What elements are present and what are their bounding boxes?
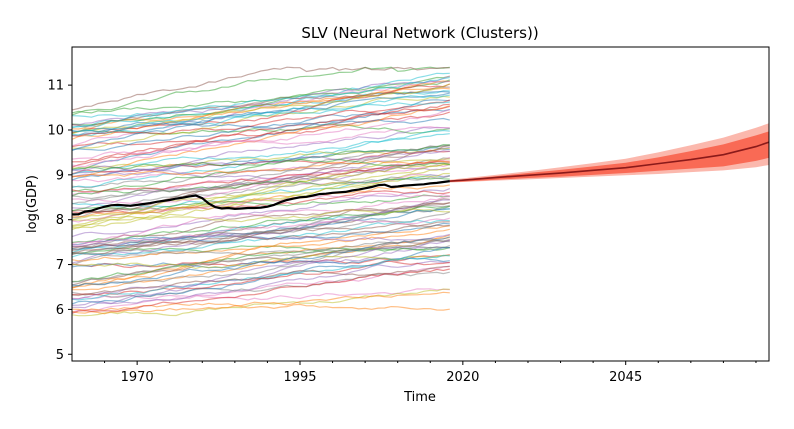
background-series-line: [71, 126, 450, 178]
background-series-line: [71, 196, 450, 245]
focus-series-group: [72, 180, 450, 216]
background-series-line: [71, 101, 450, 137]
background-series-line: [71, 208, 450, 227]
background-series-line: [71, 254, 450, 301]
y-tick-label: 7: [56, 258, 64, 273]
background-series-line: [71, 163, 450, 221]
chart-title: SLV (Neural Network (Clusters)): [301, 24, 538, 42]
background-series-line: [71, 219, 450, 258]
y-tick-label: 6: [56, 303, 64, 318]
background-series-line: [71, 105, 450, 178]
background-series-line: [71, 288, 450, 317]
background-series-line: [71, 143, 450, 197]
background-series-line: [71, 156, 451, 196]
y-tick-label: 11: [47, 79, 64, 94]
background-series-line: [71, 126, 450, 160]
background-series-line: [71, 239, 450, 286]
x-tick-label: 2020: [446, 370, 479, 385]
y-tick-label: 5: [56, 348, 64, 363]
background-series-line: [71, 76, 450, 128]
background-series-line: [71, 246, 450, 283]
background-series-line: [71, 158, 450, 171]
y-tick-label: 8: [56, 213, 64, 228]
x-tick-label: 2045: [609, 370, 642, 385]
background-series-line: [71, 94, 450, 133]
background-series-line: [71, 109, 450, 168]
background-series-line: [71, 105, 450, 137]
background-series-line: [71, 239, 450, 300]
y-tick-label: 10: [47, 123, 64, 138]
focus-series-line: [72, 180, 450, 216]
background-series-line: [71, 117, 450, 133]
plot-frame: [71, 46, 770, 362]
background-series-line: [71, 80, 450, 130]
background-series-line: [72, 246, 450, 309]
background-series-line: [71, 223, 450, 254]
background-series-line: [71, 291, 450, 315]
background-series-line: [71, 129, 450, 189]
background-series-line: [71, 66, 450, 111]
background-series-line: [71, 217, 450, 246]
background-series-line: [71, 83, 451, 133]
background-series-line: [71, 160, 450, 178]
background-series-line: [71, 163, 450, 228]
background-series-line: [71, 205, 450, 244]
background-series-line: [71, 175, 450, 200]
background-series-group: [71, 66, 451, 317]
background-series-line: [71, 172, 450, 231]
background-series-line: [71, 221, 450, 249]
background-series-line: [71, 99, 450, 163]
x-tick-label: 1970: [121, 370, 154, 385]
background-series-line: [71, 188, 451, 238]
x-tick-label: 1995: [283, 370, 316, 385]
background-series-line: [71, 66, 450, 116]
y-tick-label: 9: [56, 168, 64, 183]
background-series-line: [71, 99, 450, 171]
background-series-line: [71, 244, 450, 283]
background-series-line: [71, 302, 450, 312]
background-series-line: [71, 239, 450, 256]
background-series-line: [71, 265, 450, 297]
background-series-line: [71, 194, 450, 212]
background-series-line: [72, 234, 450, 291]
forecast-group: [449, 123, 770, 183]
y-axis-title: log(GDP): [25, 175, 40, 233]
background-series-line: [71, 228, 450, 262]
x-axis: 1970 1995 2020 2045: [104, 361, 757, 385]
background-series-line: [71, 133, 450, 175]
y-axis: 5 6 7 8 9 10 11: [47, 79, 72, 363]
x-axis-title: Time: [403, 390, 436, 405]
background-series-line: [71, 260, 450, 306]
forecast-median-line: [449, 141, 770, 182]
background-series-line: [71, 150, 450, 173]
